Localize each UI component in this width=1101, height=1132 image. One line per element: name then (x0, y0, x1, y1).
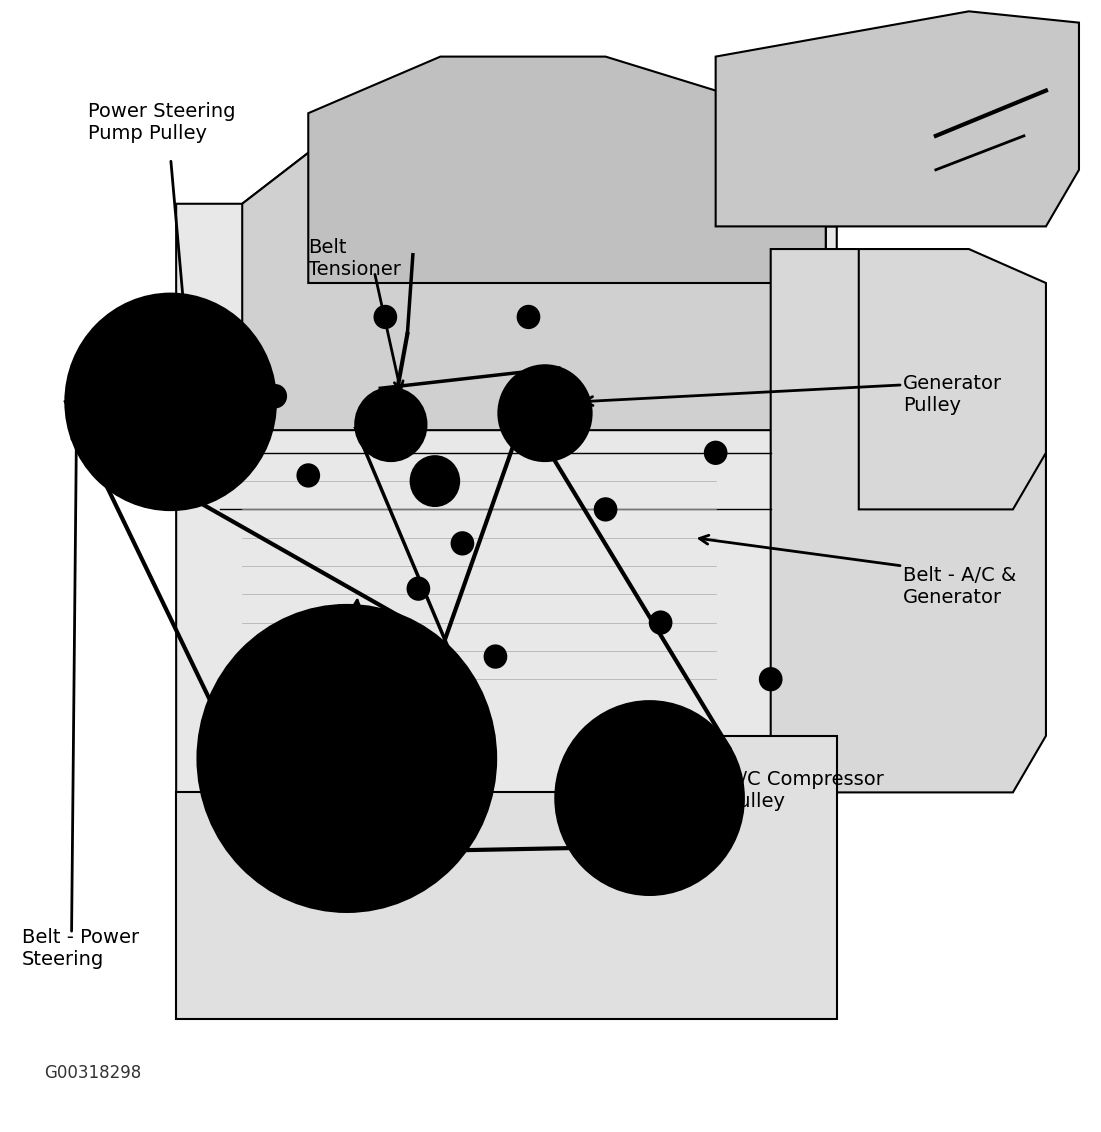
Circle shape (413, 583, 424, 594)
Circle shape (237, 334, 248, 345)
Text: G00318298: G00318298 (44, 1064, 141, 1082)
Circle shape (628, 775, 672, 821)
Text: A/C Compressor
Pulley: A/C Compressor Pulley (727, 770, 883, 811)
Circle shape (297, 464, 319, 487)
Circle shape (374, 306, 396, 328)
Circle shape (451, 532, 473, 555)
Text: Belt - Power
Steering: Belt - Power Steering (22, 928, 139, 969)
Polygon shape (308, 57, 826, 283)
Polygon shape (242, 136, 826, 430)
Circle shape (655, 617, 666, 628)
Circle shape (499, 366, 591, 461)
Circle shape (490, 651, 501, 662)
Circle shape (556, 702, 743, 894)
Circle shape (325, 736, 369, 781)
Circle shape (411, 456, 459, 506)
Circle shape (710, 447, 721, 458)
Circle shape (302, 713, 392, 805)
Circle shape (270, 391, 281, 402)
Circle shape (457, 538, 468, 549)
Circle shape (600, 504, 611, 515)
Circle shape (66, 294, 275, 509)
Circle shape (303, 470, 314, 481)
Circle shape (139, 369, 203, 435)
Polygon shape (176, 736, 837, 1019)
Circle shape (264, 385, 286, 408)
Text: Generator
Pulley: Generator Pulley (903, 374, 1002, 414)
Polygon shape (716, 11, 1079, 226)
Circle shape (265, 675, 428, 842)
Circle shape (484, 645, 506, 668)
Circle shape (228, 636, 466, 881)
Circle shape (765, 674, 776, 685)
Circle shape (650, 611, 672, 634)
Circle shape (407, 577, 429, 600)
Circle shape (380, 311, 391, 323)
Circle shape (371, 404, 411, 445)
Circle shape (155, 386, 186, 418)
Circle shape (705, 441, 727, 464)
Circle shape (760, 668, 782, 691)
Polygon shape (859, 249, 1046, 509)
Circle shape (584, 731, 715, 865)
Circle shape (231, 328, 253, 351)
Circle shape (523, 311, 534, 323)
Text: Power Steering
Pump Pulley: Power Steering Pump Pulley (88, 102, 236, 143)
Circle shape (517, 306, 539, 328)
Text: Belt
Tensioner: Belt Tensioner (308, 238, 401, 278)
Circle shape (198, 606, 495, 911)
Text: Crankshaft
Pulley: Crankshaft Pulley (264, 838, 370, 878)
Text: Belt - A/C &
Generator: Belt - A/C & Generator (903, 566, 1016, 607)
Circle shape (520, 387, 570, 439)
Polygon shape (771, 249, 1046, 792)
Circle shape (356, 388, 426, 461)
Polygon shape (176, 136, 837, 1019)
Circle shape (595, 498, 617, 521)
Circle shape (92, 321, 249, 482)
